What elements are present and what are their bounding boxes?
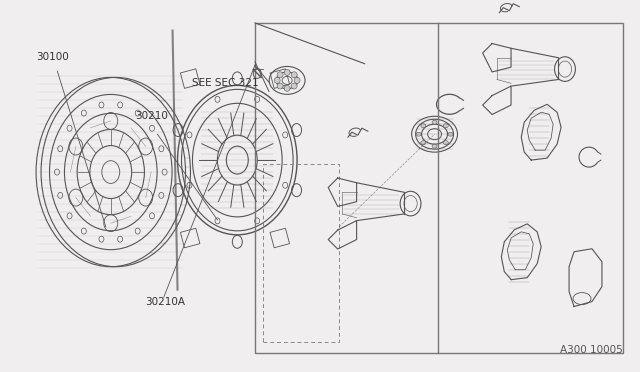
Text: 30210: 30210 [135,111,168,121]
Ellipse shape [421,124,426,128]
Bar [270,228,289,248]
Text: A300 10005: A300 10005 [560,344,623,355]
Circle shape [291,83,297,89]
Bar [262,164,339,341]
Circle shape [277,83,283,89]
Bar [180,69,200,89]
Text: 30100: 30100 [36,52,69,62]
Text: 30210A: 30210A [145,296,185,307]
Ellipse shape [448,132,453,136]
Circle shape [294,77,300,83]
Ellipse shape [432,144,437,148]
Bar [270,69,289,89]
Ellipse shape [421,141,426,145]
Bar [255,23,623,353]
Bar [180,228,200,248]
Ellipse shape [432,120,437,124]
Circle shape [284,70,290,76]
Ellipse shape [444,124,449,128]
Ellipse shape [416,132,421,136]
Circle shape [284,86,290,92]
Ellipse shape [444,141,449,145]
Circle shape [274,77,280,83]
Text: SEE SEC.321: SEE SEC.321 [193,78,259,88]
Circle shape [277,72,283,78]
Circle shape [291,72,297,78]
